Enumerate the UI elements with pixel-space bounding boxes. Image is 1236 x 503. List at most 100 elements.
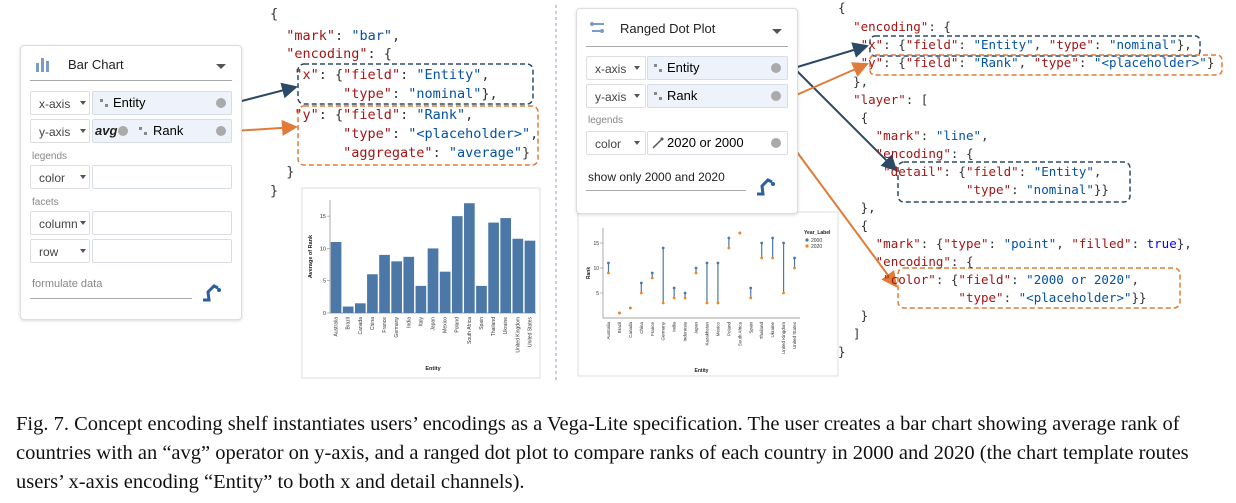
dot (793, 256, 796, 260)
dropdown-caret[interactable] (216, 64, 226, 69)
highlight-y (297, 105, 539, 166)
dot (738, 231, 742, 235)
dot (650, 271, 654, 275)
code-line: ] (838, 326, 861, 341)
bar (500, 218, 512, 313)
dot (618, 311, 621, 315)
remove-button[interactable] (771, 63, 781, 73)
dropdown-caret[interactable] (80, 249, 86, 253)
dot (782, 241, 785, 245)
robot-button[interactable] (200, 280, 222, 302)
field-name: Entity (113, 95, 146, 110)
x-tick-label: Thailand (759, 322, 764, 340)
chart-type[interactable]: Bar Chart (68, 57, 124, 72)
y-tick-label: 0 (323, 311, 326, 317)
dot (771, 236, 775, 240)
code-line: "encoding": { (853, 19, 951, 34)
highlight-x (869, 35, 1201, 57)
channel[interactable]: x-axis (586, 56, 646, 80)
channel[interactable]: color (30, 165, 90, 189)
x-tick-label: Australia (334, 317, 340, 337)
dropdown-caret[interactable] (80, 129, 86, 133)
legend-title: Year_Label (804, 230, 831, 236)
section-label: facets (32, 197, 59, 208)
empty-slot[interactable] (92, 165, 232, 189)
encoding-shelf (576, 8, 798, 214)
y-tick-label: 15 (593, 241, 599, 247)
field-pill[interactable] (647, 56, 788, 80)
dot (639, 291, 643, 295)
y-axis-title: Rank (586, 267, 592, 279)
code-line: }, (838, 74, 869, 89)
dropdown-caret[interactable] (80, 101, 86, 105)
dropdown-caret[interactable] (80, 175, 86, 179)
code-line: "x": {"field": "Entity", (294, 67, 490, 83)
field-name: Entity (667, 60, 700, 75)
arrow (233, 119, 298, 136)
field-pill[interactable] (92, 91, 232, 115)
chart-type[interactable]: Ranged Dot Plot (620, 21, 716, 36)
x-tick-label: Japan (694, 322, 699, 335)
y-axis-title: Average of Rank (308, 234, 314, 278)
code-line: { (838, 110, 869, 125)
channel[interactable]: column (30, 211, 90, 235)
remove-button[interactable] (216, 98, 226, 108)
bar (427, 248, 439, 313)
empty-slot[interactable] (92, 239, 232, 263)
remove-button[interactable] (216, 126, 226, 136)
dropdown-caret[interactable] (634, 141, 640, 145)
underline (586, 190, 746, 191)
dropdown-caret[interactable] (634, 94, 640, 98)
legend-label: 2000 (811, 238, 822, 244)
highlight-x (297, 63, 534, 105)
underline (30, 298, 192, 299)
code-line: "detail": {"field": "Entity", (883, 164, 1102, 179)
code-line: } (270, 164, 295, 180)
x-tick-label: Canada (628, 322, 633, 338)
code-line: "y": {"field": "Rank", (294, 107, 474, 123)
dot (672, 286, 676, 290)
chart-icon (36, 58, 49, 72)
code-line: "encoding": { (286, 46, 392, 62)
channel[interactable]: y-axis (586, 84, 646, 108)
remove-button[interactable] (118, 126, 128, 136)
robot-button[interactable] (754, 174, 776, 196)
remove-button[interactable] (771, 138, 781, 148)
dot (672, 296, 676, 300)
section-label: legends (32, 151, 68, 162)
dropdown-caret[interactable] (772, 29, 782, 34)
field-pill[interactable] (92, 119, 232, 143)
empty-slot[interactable] (92, 211, 232, 235)
channel[interactable]: row (30, 239, 90, 263)
x-tick-label: India (672, 322, 677, 332)
field-pill[interactable] (647, 131, 788, 155)
x-tick-label: Ukraine (503, 317, 509, 334)
dropdown-caret[interactable] (634, 66, 640, 70)
x-tick-label: Australia (606, 322, 611, 340)
x-tick-label: United States (527, 317, 533, 348)
type-icon (137, 125, 149, 137)
dropdown-caret[interactable] (80, 221, 86, 225)
field-pill[interactable] (647, 84, 788, 108)
bar (476, 285, 487, 313)
x-tick-label: Mexico (443, 317, 449, 333)
remove-button[interactable] (771, 91, 781, 101)
filter-input[interactable]: show only 2000 and 2020 (588, 170, 725, 184)
dot (749, 286, 753, 290)
operator[interactable]: avg (95, 123, 118, 138)
code-line: "mark": "line", (875, 128, 989, 143)
channel[interactable]: color (586, 131, 646, 155)
channel[interactable]: x-axis (30, 91, 90, 115)
x-tick-label: United States (792, 321, 797, 349)
channel[interactable]: y-axis (30, 119, 90, 143)
chart-frame (577, 211, 839, 377)
field-name: Rank (153, 123, 184, 138)
input-placeholder[interactable]: formulate data (32, 278, 103, 290)
bar (512, 238, 524, 313)
x-tick-label: China (370, 317, 376, 330)
dot (705, 301, 709, 305)
bar (367, 274, 378, 313)
bar (342, 306, 354, 313)
encoding-shelf (20, 45, 242, 320)
